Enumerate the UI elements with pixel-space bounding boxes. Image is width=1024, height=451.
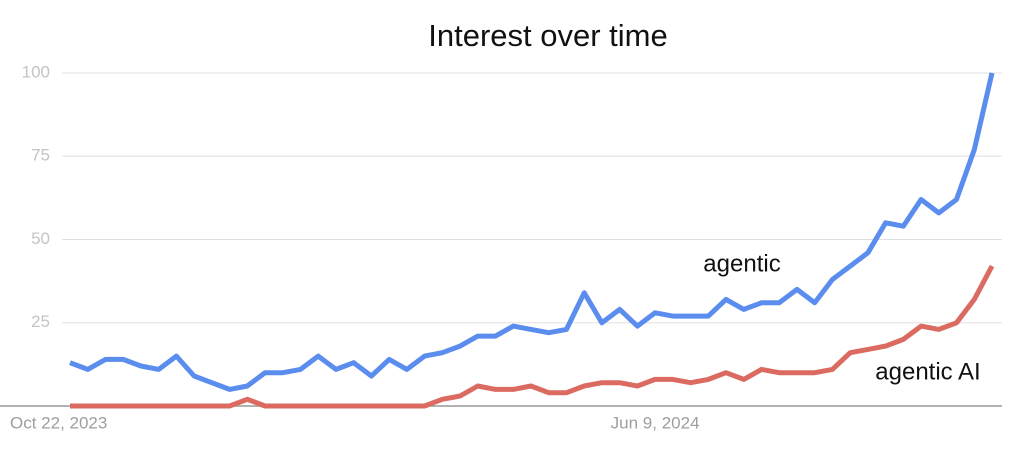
x-tick-label: Jun 9, 2024 xyxy=(611,413,700,432)
legend-label: agentic xyxy=(703,250,780,277)
series-line xyxy=(69,72,995,392)
y-tick-label: 25 xyxy=(31,312,50,331)
series-line xyxy=(70,264,995,409)
x-tick-label: Oct 22, 2023 xyxy=(10,413,107,432)
y-tick-label: 50 xyxy=(31,229,50,248)
chart-title: Interest over time xyxy=(428,18,667,53)
y-tick-label: 100 xyxy=(22,62,50,81)
legend-label: agentic AI xyxy=(875,358,980,385)
y-tick-label: 75 xyxy=(31,146,50,165)
